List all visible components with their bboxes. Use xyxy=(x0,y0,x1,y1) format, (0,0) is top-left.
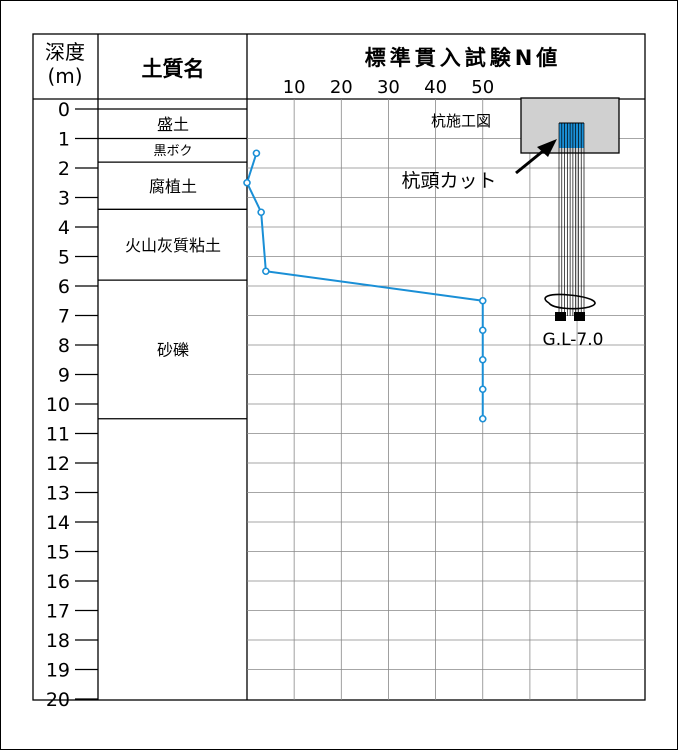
depth-label: 2 xyxy=(58,158,70,180)
n-tick-label: 10 xyxy=(283,77,306,98)
depth-label: 17 xyxy=(46,601,70,623)
soil-layer-name: 砂礫 xyxy=(157,341,189,360)
pile-diagram-title: 杭施工図 xyxy=(431,112,491,130)
n-value-point xyxy=(478,296,487,305)
arrow-head-icon xyxy=(537,139,557,157)
soil-layer-name: 腐植土 xyxy=(149,177,197,196)
n-value-point xyxy=(252,149,261,158)
depth-label: 10 xyxy=(46,394,70,416)
depth-label: 20 xyxy=(46,689,70,711)
soil-name-title: 土質名 xyxy=(142,57,205,81)
depth-label: 13 xyxy=(46,483,70,505)
n-value-series xyxy=(243,149,487,423)
n-tick-label: 40 xyxy=(424,77,447,98)
depth-label: 12 xyxy=(46,453,70,475)
pile-foot-right xyxy=(574,312,585,321)
depth-title-line2: (m) xyxy=(47,64,82,88)
n-axis-ticks: 10 20 30 40 50 xyxy=(283,77,495,98)
depth-label: 4 xyxy=(58,217,70,239)
n-value-point xyxy=(243,178,251,187)
pile-foot-left xyxy=(555,312,566,321)
n-value-point xyxy=(478,355,487,364)
n-tick-label: 20 xyxy=(330,77,353,98)
depth-label: 3 xyxy=(58,188,70,210)
depth-label: 19 xyxy=(46,660,70,682)
depth-label: 14 xyxy=(46,512,70,534)
n-tick-label: 30 xyxy=(377,77,400,98)
n-value-point xyxy=(478,326,487,335)
soil-layer-name: 黒ボク xyxy=(153,144,192,159)
spt-n-value-title: 標準貫入試験N値 xyxy=(365,46,562,70)
depth-label: 5 xyxy=(58,247,70,269)
pile-head-cut-label: 杭頭カット xyxy=(401,170,496,192)
table-frame xyxy=(32,33,646,701)
depth-label: 9 xyxy=(58,365,70,387)
depth-label: 6 xyxy=(58,276,70,298)
pile-diagram: 杭施工図 G.L-7.0 杭頭カット xyxy=(401,97,620,350)
pile-base-ring xyxy=(544,293,596,310)
pile-depth-label: G.L-7.0 xyxy=(543,330,604,350)
pile-body xyxy=(558,122,585,316)
soil-layer-name: 火山灰質粘土 xyxy=(125,236,221,255)
soil-layer-name: 盛土 xyxy=(157,115,189,134)
depth-label: 11 xyxy=(46,424,70,446)
depth-label: 0 xyxy=(58,99,70,121)
depth-label: 16 xyxy=(46,571,70,593)
depth-title-line1: 深度 xyxy=(45,40,85,64)
n-value-point xyxy=(478,385,487,394)
depth-label: 8 xyxy=(58,335,70,357)
n-value-point xyxy=(262,267,270,276)
depth-label: 18 xyxy=(46,630,70,652)
depth-label: 15 xyxy=(46,542,70,564)
n-value-point xyxy=(257,208,265,217)
pile-head-section xyxy=(559,123,584,148)
grid xyxy=(247,99,645,700)
depth-label: 1 xyxy=(58,129,70,151)
depth-label: 7 xyxy=(58,306,70,328)
n-tick-label: 50 xyxy=(471,77,494,98)
n-value-point xyxy=(478,414,487,423)
